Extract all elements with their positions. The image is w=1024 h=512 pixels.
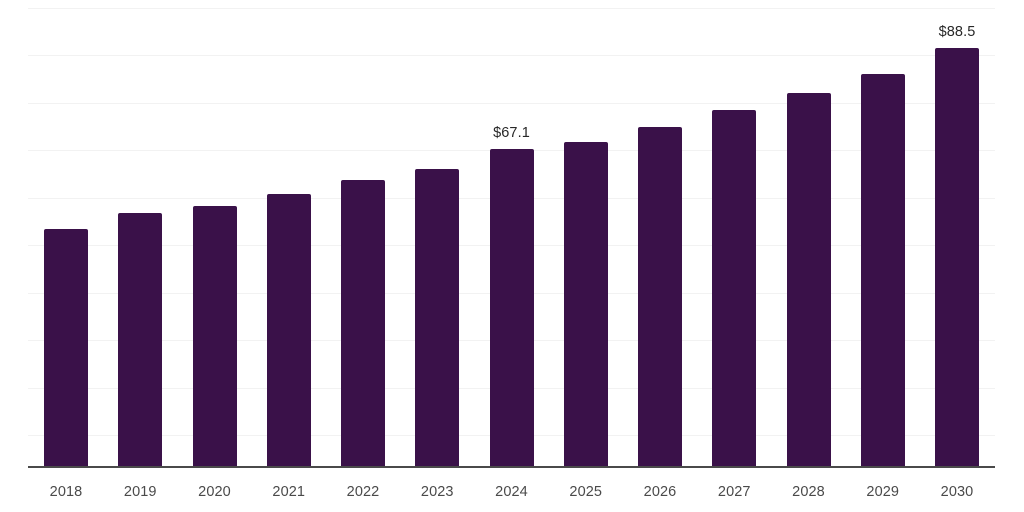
gridline	[28, 103, 995, 104]
gridline	[28, 8, 995, 9]
bar-value-label: $88.5	[938, 24, 976, 41]
x-axis-tick-label: 2018	[49, 484, 83, 500]
gridline	[28, 55, 995, 56]
x-axis-tick-label: 2029	[866, 484, 900, 500]
bar[interactable]	[712, 110, 757, 466]
x-axis-tick-label: 2023	[420, 484, 454, 500]
x-axis-tick-label: 2027	[717, 484, 751, 500]
bar[interactable]	[489, 149, 534, 466]
x-axis-tick-label: 2021	[272, 484, 306, 500]
bar[interactable]	[44, 228, 88, 466]
x-axis-tick-label: 2030	[940, 484, 974, 500]
bar[interactable]	[415, 169, 460, 466]
bar[interactable]	[935, 48, 979, 466]
x-axis-tick-label: 2024	[495, 484, 528, 500]
x-axis-tick-label: 2028	[792, 484, 825, 500]
bar[interactable]	[118, 212, 163, 466]
x-axis-tick-label: 2019	[123, 484, 157, 500]
x-axis-tick-label: 2025	[569, 484, 603, 500]
bar[interactable]	[192, 205, 237, 466]
bar[interactable]	[341, 179, 385, 466]
x-axis-tick-label: 2022	[346, 484, 380, 500]
bar[interactable]	[638, 126, 682, 466]
bar-value-label: $67.1	[493, 125, 530, 142]
x-axis-line	[28, 466, 995, 468]
x-axis-tick-label: 2020	[198, 484, 231, 500]
x-axis-tick-label: 2026	[643, 484, 677, 500]
bar[interactable]	[860, 73, 905, 466]
bar[interactable]	[563, 141, 608, 466]
bar[interactable]	[266, 194, 311, 466]
bar[interactable]	[786, 93, 831, 466]
